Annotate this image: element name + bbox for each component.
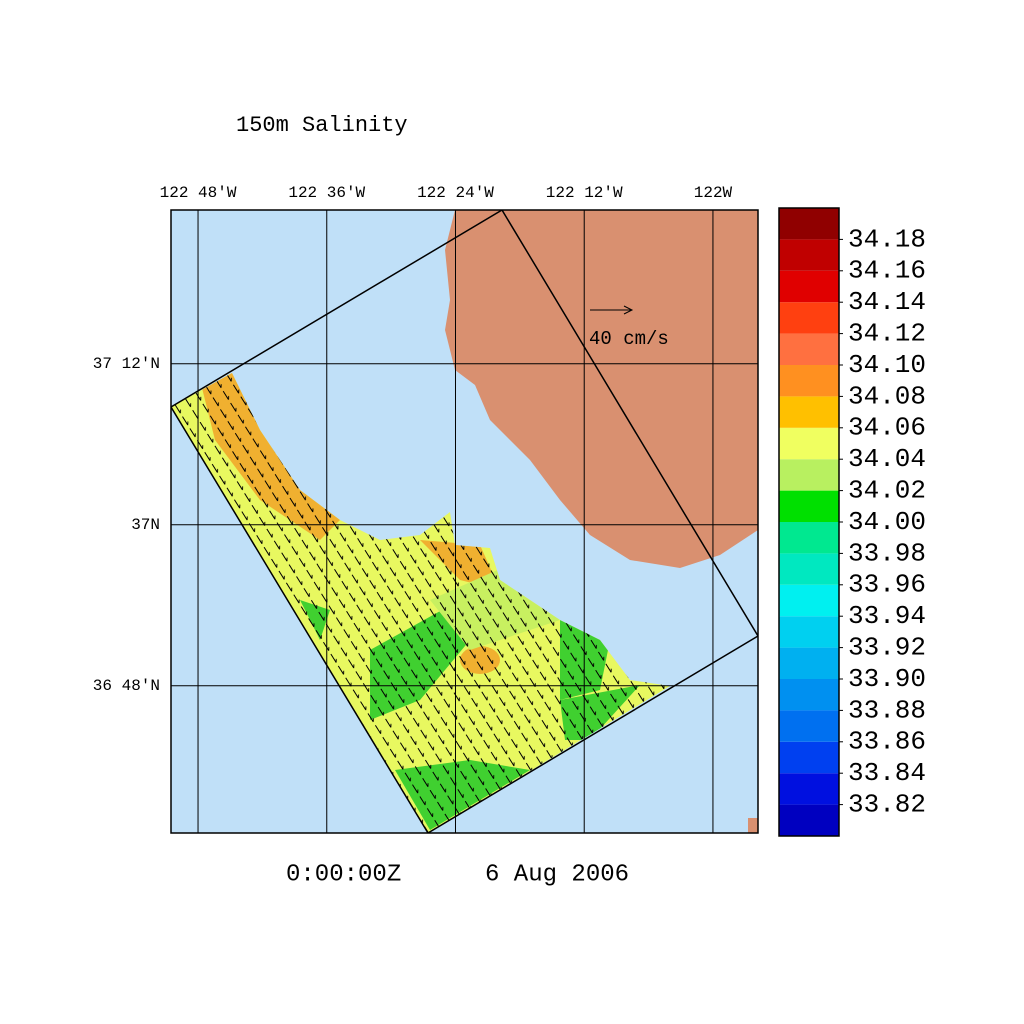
colorbar-segment xyxy=(779,333,839,365)
colorbar-segment xyxy=(779,710,839,742)
colorbar-segment xyxy=(779,773,839,805)
colorbar-label: 34.08 xyxy=(848,381,926,411)
scale-label: 40 cm/s xyxy=(589,328,669,350)
x-tick-label: 122 48'W xyxy=(160,184,237,202)
colorbar-label: 34.04 xyxy=(848,444,926,474)
model-domain xyxy=(171,210,758,833)
time-label: 0:00:00Z xyxy=(286,861,401,888)
colorbar-label: 33.94 xyxy=(848,601,926,631)
colorbar-segment xyxy=(779,490,839,522)
colorbar-label: 33.84 xyxy=(848,758,926,788)
colorbar-segment xyxy=(779,616,839,648)
colorbar-segment xyxy=(779,270,839,303)
land xyxy=(445,210,758,568)
colorbar-label: 34.12 xyxy=(848,318,926,348)
date-label: 6 Aug 2006 xyxy=(485,861,629,888)
colorbar-segment xyxy=(779,427,839,460)
colorbar-segment xyxy=(779,239,839,271)
x-tick-label: 122 36'W xyxy=(288,184,365,202)
colorbar-segment xyxy=(779,302,839,334)
colorbar-label: 33.82 xyxy=(848,789,926,819)
colorbar-label: 34.00 xyxy=(848,507,926,537)
y-tick-label: 36 48'N xyxy=(93,677,160,695)
x-tick-label: 122W xyxy=(694,184,733,202)
map-area xyxy=(171,210,758,833)
colorbar-segment xyxy=(779,522,839,554)
colorbar-segment xyxy=(779,365,839,397)
colorbar-segment xyxy=(779,741,839,774)
colorbar-segment xyxy=(779,396,839,428)
title: 150m Salinity xyxy=(236,113,408,138)
colorbar-label: 33.98 xyxy=(848,538,926,568)
colorbar-label: 33.92 xyxy=(848,632,926,662)
y-tick-label: 37 12'N xyxy=(93,355,160,373)
colorbar-segment xyxy=(779,584,839,617)
colorbar-label: 34.02 xyxy=(848,475,926,505)
colorbar-label: 33.86 xyxy=(848,727,926,757)
colorbar-segment xyxy=(779,647,839,679)
colorbar-segment xyxy=(779,553,839,585)
colorbar-segment xyxy=(779,208,839,240)
colorbar-label: 34.10 xyxy=(848,350,926,380)
colorbar-segment xyxy=(779,679,839,711)
land xyxy=(748,818,758,833)
colorbar-label: 34.14 xyxy=(848,287,926,317)
colorbar-label: 33.96 xyxy=(848,570,926,600)
x-tick-label: 122 24'W xyxy=(417,184,494,202)
colorbar-segment xyxy=(779,804,839,836)
colorbar-label: 34.06 xyxy=(848,413,926,443)
colorbar-label: 33.88 xyxy=(848,695,926,725)
colorbar-label: 34.16 xyxy=(848,256,926,286)
scale-arrow-head xyxy=(623,305,634,315)
y-tick-label: 37N xyxy=(131,516,160,534)
colorbar-label: 33.90 xyxy=(848,664,926,694)
plot-frame xyxy=(170,209,759,834)
colorbar-segment xyxy=(779,459,839,491)
x-tick-label: 122 12'W xyxy=(546,184,623,202)
colorbar-label: 34.18 xyxy=(848,224,926,254)
